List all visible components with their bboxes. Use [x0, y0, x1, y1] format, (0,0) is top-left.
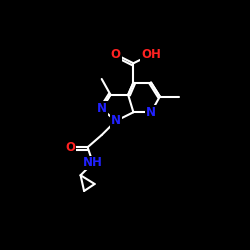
Text: O: O — [111, 48, 121, 61]
Text: OH: OH — [141, 48, 161, 61]
Text: NH: NH — [83, 156, 103, 170]
Text: O: O — [65, 141, 75, 154]
Text: N: N — [146, 106, 156, 119]
Text: N: N — [111, 114, 121, 128]
Text: N: N — [97, 102, 107, 115]
